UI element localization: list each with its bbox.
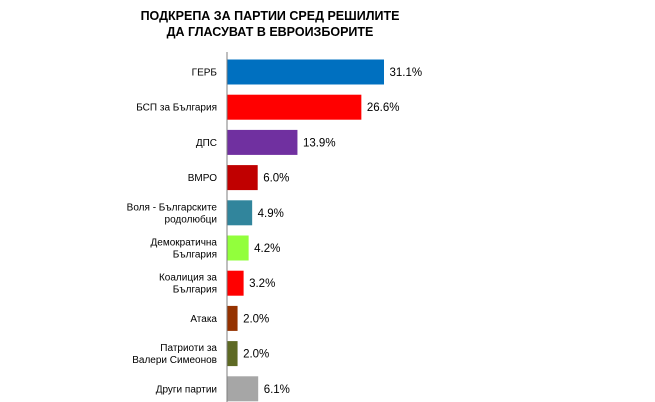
bar-3 xyxy=(227,165,258,191)
category-label-6-line-1: България xyxy=(173,285,217,296)
value-label-2: 13.9% xyxy=(303,137,336,149)
category-label-4-line-1: родолюбци xyxy=(165,213,217,225)
value-label-0: 31.1% xyxy=(390,67,423,79)
value-label-1: 26.6% xyxy=(367,102,400,114)
bar-9 xyxy=(227,376,259,402)
category-label-2: ДПС xyxy=(196,138,217,149)
category-label-9: Други партии xyxy=(156,384,217,395)
value-label-9: 6.1% xyxy=(264,384,290,396)
category-label-7-line-0: Атака xyxy=(190,314,217,325)
chart-title-line-1: ПОДКРЕПА ЗА ПАРТИИ СРЕД РЕШИЛИТЕ xyxy=(140,9,400,23)
category-label-6-line-0: Коалиция за xyxy=(159,273,217,284)
bar-1 xyxy=(227,94,362,120)
category-label-5-line-0: Демократична xyxy=(150,238,217,249)
category-label-0-line-0: ГЕРБ xyxy=(192,68,218,79)
category-label-5: Демократична България xyxy=(150,238,217,261)
category-label-8-line-1: Валери Симеонов xyxy=(132,355,217,366)
category-label-8-line-0: Патриоти за xyxy=(160,343,217,354)
bar-4 xyxy=(227,200,253,226)
category-label-4-line-0: Воля - Българските xyxy=(127,202,218,213)
bar-2 xyxy=(227,129,298,155)
value-label-4: 4.9% xyxy=(258,208,284,220)
category-label-2-line-0: ДПС xyxy=(196,138,217,149)
bar-7 xyxy=(227,305,238,331)
category-label-3-line-0: ВМРО xyxy=(188,173,217,184)
category-label-9-line-0: Други партии xyxy=(156,384,217,395)
value-label-8: 2.0% xyxy=(243,349,269,361)
value-label-5: 4.2% xyxy=(254,243,280,255)
bar-6 xyxy=(227,270,244,296)
value-label-3: 6.0% xyxy=(263,173,289,185)
category-label-0: ГЕРБ xyxy=(192,68,218,79)
category-label-5-line-1: България xyxy=(173,250,217,261)
category-label-1: БСП за България xyxy=(136,103,217,114)
bar-5 xyxy=(227,235,249,261)
value-label-7: 2.0% xyxy=(243,313,269,325)
category-label-6: Коалиция за България xyxy=(159,273,217,296)
category-label-7: Атака xyxy=(190,314,217,325)
bar-8 xyxy=(227,341,238,367)
chart-title: ПОДКРЕПА ЗА ПАРТИИ СРЕД РЕШИЛИТЕ ДА ГЛАС… xyxy=(0,8,540,40)
category-label-8: Патриоти за Валери Симеонов xyxy=(132,343,217,366)
category-label-1-line-0: БСП за България xyxy=(136,103,217,114)
chart-title-line-2: ДА ГЛАСУВАТ В ЕВРОИЗБОРИТЕ xyxy=(166,25,374,39)
bar-0 xyxy=(227,59,384,85)
category-label-3: ВМРО xyxy=(188,173,217,184)
category-label-4: Воля - Българските родолюбци xyxy=(127,202,218,225)
value-label-6: 3.2% xyxy=(249,278,275,290)
